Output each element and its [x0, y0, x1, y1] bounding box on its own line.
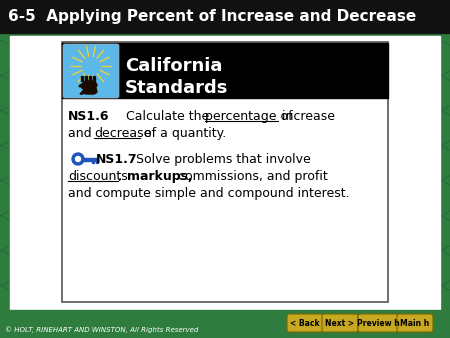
Text: © HOLT, RINEHART AND WINSTON, All Rights Reserved: © HOLT, RINEHART AND WINSTON, All Rights… [5, 326, 198, 333]
Text: 6-5  Applying Percent of Increase and Decrease: 6-5 Applying Percent of Increase and Dec… [8, 9, 416, 24]
Text: and compute simple and compound interest.: and compute simple and compound interest… [68, 187, 350, 200]
Polygon shape [92, 161, 94, 163]
Text: markups,: markups, [127, 170, 193, 183]
Text: percentage of: percentage of [205, 110, 292, 123]
Text: commissions, and profit: commissions, and profit [174, 170, 328, 183]
Text: Standards: Standards [125, 79, 228, 97]
Text: Main h: Main h [400, 318, 430, 328]
Text: discounts: discounts [68, 170, 128, 183]
Bar [0, 0, 450, 33]
FancyBboxPatch shape [358, 314, 398, 332]
Circle shape [76, 156, 81, 162]
Polygon shape [80, 86, 97, 94]
Bar [0, 310, 450, 338]
Bar [10, 36, 440, 310]
Text: NS1.6: NS1.6 [68, 110, 109, 123]
Polygon shape [79, 81, 97, 90]
Text: of a quantity.: of a quantity. [140, 127, 226, 140]
Text: increase: increase [278, 110, 335, 123]
Bar [62, 43, 388, 98]
Text: Next >: Next > [325, 318, 355, 328]
Text: California: California [125, 57, 222, 75]
Polygon shape [85, 76, 87, 81]
Polygon shape [93, 76, 95, 81]
FancyBboxPatch shape [397, 314, 433, 332]
Text: Calculate the: Calculate the [110, 110, 213, 123]
FancyBboxPatch shape [63, 44, 119, 98]
Text: < Back: < Back [290, 318, 320, 328]
Polygon shape [96, 161, 98, 163]
Text: and: and [68, 127, 95, 140]
Bar [62, 42, 388, 302]
Text: NS1.7: NS1.7 [96, 153, 138, 166]
Text: decrease: decrease [94, 127, 151, 140]
FancyBboxPatch shape [287, 314, 323, 332]
Text: Preview h: Preview h [356, 318, 400, 328]
Circle shape [72, 153, 84, 165]
Polygon shape [89, 76, 91, 81]
FancyBboxPatch shape [322, 314, 358, 332]
Text: ,: , [118, 170, 126, 183]
Polygon shape [81, 76, 83, 81]
Text: Solve problems that involve: Solve problems that involve [132, 153, 311, 166]
Polygon shape [83, 158, 98, 161]
